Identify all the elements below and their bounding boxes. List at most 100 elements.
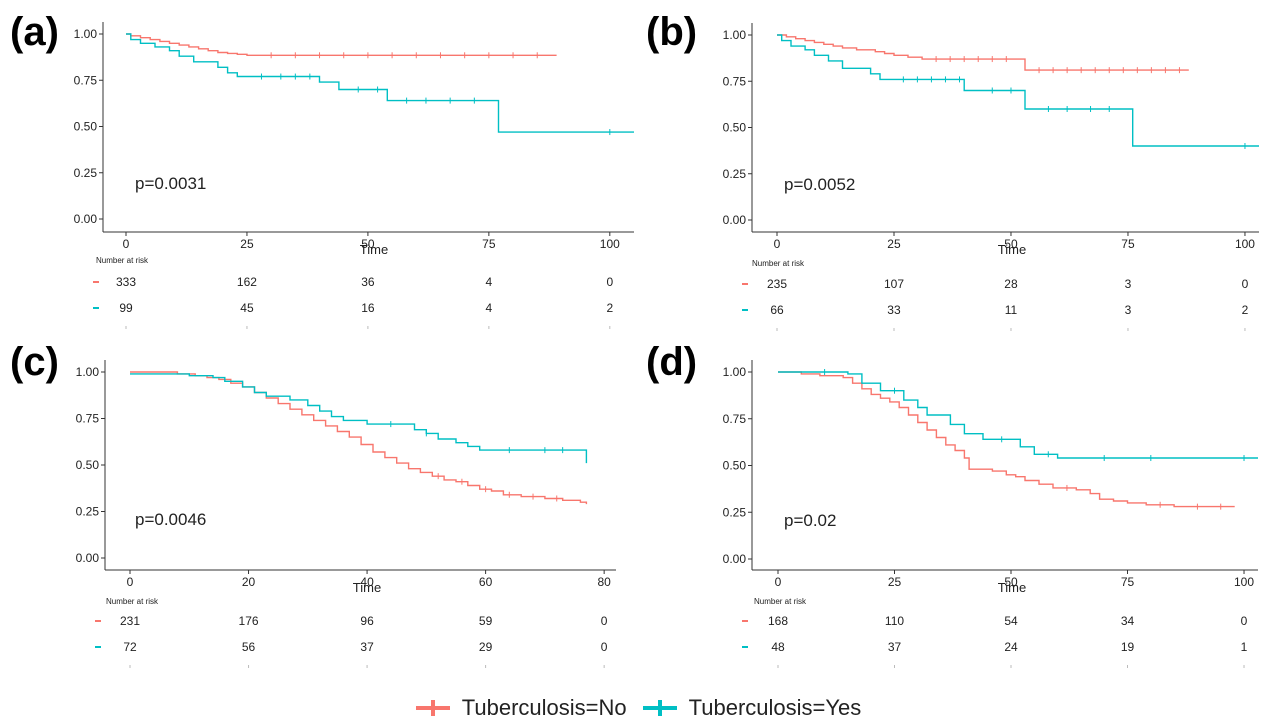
x-tick-label: 100 xyxy=(1234,575,1254,589)
risk-count: 16 xyxy=(361,301,375,315)
y-tick-label: 0.75 xyxy=(723,74,747,88)
risk-table-title: Number at risk xyxy=(106,597,159,606)
risk-count: 231 xyxy=(120,614,140,628)
risk-count: 0 xyxy=(1241,614,1248,628)
y-tick-label: 0.50 xyxy=(74,120,98,134)
y-tick-label: 0.25 xyxy=(74,166,98,180)
legend-item-yes: Tuberculosis=Yes xyxy=(641,695,862,721)
y-tick-label: 0.00 xyxy=(74,212,98,226)
risk-table-title: Number at risk xyxy=(754,597,807,606)
x-tick-label: 100 xyxy=(600,237,620,251)
risk-count: 66 xyxy=(770,303,784,317)
risk-count: 4 xyxy=(486,301,493,315)
km-curve-no xyxy=(777,34,1189,71)
y-tick-label: 0.50 xyxy=(723,459,747,473)
risk-count: 1 xyxy=(1241,640,1248,654)
risk-count: 36 xyxy=(361,275,375,289)
y-tick-label: 0.75 xyxy=(74,73,98,87)
risk-count: 0 xyxy=(601,640,608,654)
km-curve-yes xyxy=(777,34,1259,147)
panel-c: (c) 0.00 0.25 0.50 0.75 1.00 0 20 40 60 80 Time p=0… xyxy=(0,340,640,690)
y-tick-label: 0.00 xyxy=(723,552,747,566)
km-curve-yes xyxy=(130,373,588,464)
risk-count: 48 xyxy=(771,640,785,654)
legend-label-no: Tuberculosis=No xyxy=(461,695,627,720)
x-tick-label: 50 xyxy=(361,237,375,251)
y-tick-label: 0.50 xyxy=(723,121,747,135)
km-chart-c: 0.00 0.25 0.50 0.75 1.00 0 20 40 60 80 Time p=0.004… xyxy=(76,360,616,668)
km-curve-yes xyxy=(778,371,1258,459)
risk-table-title: Number at risk xyxy=(752,259,805,268)
risk-count: 28 xyxy=(1004,277,1018,291)
x-tick-label: 75 xyxy=(1121,575,1135,589)
risk-count: 107 xyxy=(884,277,904,291)
risk-count: 59 xyxy=(479,614,493,628)
risk-table-title: Number at risk xyxy=(96,256,149,265)
panel-b: (b) 0.00 0.25 0.50 0.75 1.00 0 25 50 75 100 Time p=… xyxy=(640,0,1275,340)
risk-count: 110 xyxy=(885,614,904,628)
risk-count: 56 xyxy=(242,640,256,654)
x-tick-label: 20 xyxy=(242,575,256,589)
legend: Tuberculosis=No Tuberculosis=Yes xyxy=(0,692,1275,724)
x-tick-label: 60 xyxy=(479,575,493,589)
legend-label-yes: Tuberculosis=Yes xyxy=(688,695,862,720)
p-value: p=0.0046 xyxy=(135,510,206,529)
km-curve-no xyxy=(126,33,557,56)
x-axis-label: Time xyxy=(353,580,381,595)
x-tick-label: 0 xyxy=(123,237,130,251)
y-tick-label: 1.00 xyxy=(723,365,747,379)
risk-count: 2 xyxy=(1242,303,1249,317)
km-curve-no xyxy=(778,371,1235,508)
y-tick-label: 0.75 xyxy=(723,412,747,426)
x-tick-label: 25 xyxy=(888,575,902,589)
risk-count: 176 xyxy=(239,614,259,628)
risk-count: 333 xyxy=(116,275,136,289)
panel-label: (b) xyxy=(646,10,698,54)
risk-count: 0 xyxy=(1242,277,1249,291)
x-tick-label: 75 xyxy=(1121,237,1135,251)
risk-count: 235 xyxy=(767,277,787,291)
x-tick-label: 80 xyxy=(597,575,611,589)
x-tick-label: 50 xyxy=(1004,575,1018,589)
risk-count: 168 xyxy=(768,614,788,628)
y-tick-label: 0.00 xyxy=(76,551,100,565)
panel-d: (d) 0.00 0.25 0.50 0.75 1.00 0 25 50 75 100 Time p=… xyxy=(640,340,1275,690)
risk-count: 96 xyxy=(360,614,374,628)
risk-count: 72 xyxy=(123,640,137,654)
x-tick-label: 40 xyxy=(360,575,374,589)
risk-count: 29 xyxy=(479,640,493,654)
x-tick-label: 100 xyxy=(1235,237,1255,251)
risk-count: 162 xyxy=(237,275,257,289)
risk-count: 19 xyxy=(1121,640,1135,654)
risk-count: 3 xyxy=(1125,277,1132,291)
panel-label: (c) xyxy=(10,340,59,384)
y-tick-label: 0.75 xyxy=(76,412,100,426)
y-tick-label: 0.25 xyxy=(76,505,100,519)
risk-count: 54 xyxy=(1004,614,1018,628)
legend-key-no xyxy=(415,700,450,716)
risk-count: 37 xyxy=(360,640,374,654)
y-tick-label: 1.00 xyxy=(76,365,100,379)
panel-label: (a) xyxy=(10,10,59,54)
risk-count: 0 xyxy=(601,614,608,628)
y-tick-label: 1.00 xyxy=(74,27,98,41)
p-value: p=0.02 xyxy=(784,511,836,530)
risk-count: 11 xyxy=(1005,303,1018,317)
risk-count: 0 xyxy=(606,275,613,289)
p-value: p=0.0031 xyxy=(135,174,206,193)
x-axis-label: Time xyxy=(998,580,1026,595)
risk-count: 34 xyxy=(1121,614,1135,628)
panel-label: (d) xyxy=(646,340,698,384)
legend-key-yes xyxy=(642,700,677,716)
risk-count: 4 xyxy=(486,275,493,289)
y-tick-label: 0.25 xyxy=(723,505,747,519)
km-chart-d: 0.00 0.25 0.50 0.75 1.00 0 25 50 75 100 Time p=0.02… xyxy=(723,360,1258,668)
km-curve-yes xyxy=(126,33,634,133)
y-tick-label: 0.50 xyxy=(76,458,100,472)
risk-count: 45 xyxy=(240,301,254,315)
x-tick-label: 0 xyxy=(775,575,782,589)
x-axis-label: Time xyxy=(360,242,388,257)
panel-a: (a) 0.00 0.25 0.50 0.75 1.00 0 25 50 75 100 Time p=… xyxy=(0,0,640,340)
x-tick-label: 25 xyxy=(887,237,901,251)
km-curve-no xyxy=(130,371,588,505)
